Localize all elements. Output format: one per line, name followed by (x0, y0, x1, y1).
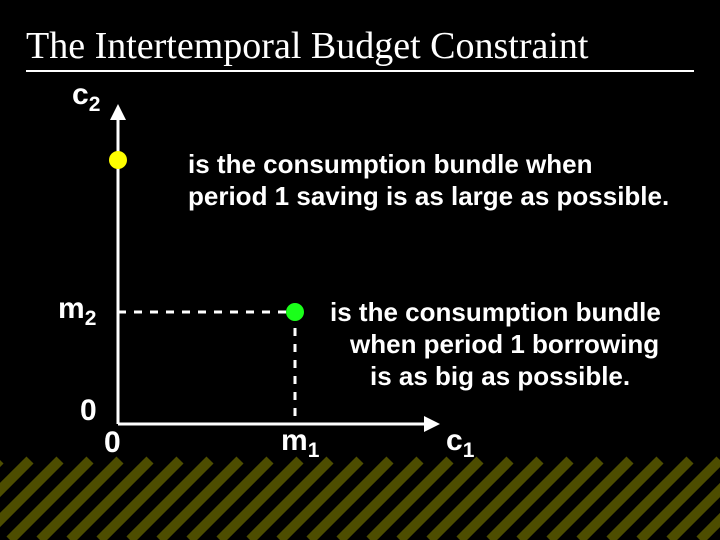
diagram-svg (0, 0, 720, 540)
